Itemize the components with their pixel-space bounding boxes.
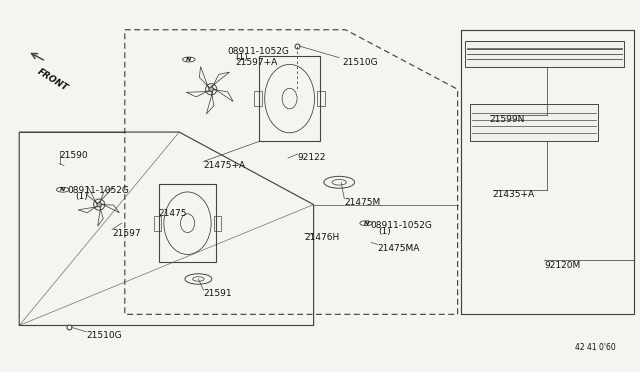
Bar	[465, 41, 624, 67]
Text: (1): (1)	[378, 227, 391, 236]
Bar	[154, 216, 161, 231]
Bar	[259, 56, 320, 141]
Text: 21597: 21597	[112, 229, 141, 238]
Text: 21510G: 21510G	[342, 58, 378, 67]
Bar	[214, 216, 221, 231]
Text: 21599N: 21599N	[490, 115, 525, 124]
Ellipse shape	[56, 187, 69, 192]
Bar	[470, 104, 598, 141]
Text: 92122: 92122	[298, 153, 326, 162]
Text: 21597+A: 21597+A	[236, 58, 278, 67]
Text: 21591: 21591	[204, 289, 232, 298]
Text: 21435+A: 21435+A	[493, 190, 535, 199]
Text: 21475M: 21475M	[344, 198, 381, 207]
Text: 21590: 21590	[60, 151, 88, 160]
Text: 21510G: 21510G	[86, 331, 122, 340]
Text: 08911-1052G: 08911-1052G	[67, 186, 129, 195]
Text: 21475MA: 21475MA	[378, 244, 420, 253]
Text: N: N	[186, 57, 191, 62]
Text: 92120M: 92120M	[544, 261, 580, 270]
Bar	[254, 91, 262, 106]
Bar	[317, 91, 325, 106]
Ellipse shape	[97, 202, 101, 207]
Text: FRONT: FRONT	[36, 67, 70, 93]
Text: 08911-1052G: 08911-1052G	[370, 221, 432, 230]
Text: (1): (1)	[76, 192, 88, 201]
Text: N: N	[60, 187, 65, 192]
Text: 42 41 0'60: 42 41 0'60	[575, 343, 616, 352]
Text: 21475: 21475	[159, 209, 188, 218]
Text: N: N	[364, 221, 369, 226]
Text: (1): (1)	[236, 53, 248, 62]
Text: 21475+A: 21475+A	[204, 161, 246, 170]
Ellipse shape	[182, 57, 195, 62]
Ellipse shape	[209, 87, 213, 92]
Text: 21476H: 21476H	[305, 232, 340, 241]
Bar	[159, 184, 216, 262]
Text: 08911-1052G: 08911-1052G	[227, 46, 289, 55]
Ellipse shape	[360, 221, 372, 225]
